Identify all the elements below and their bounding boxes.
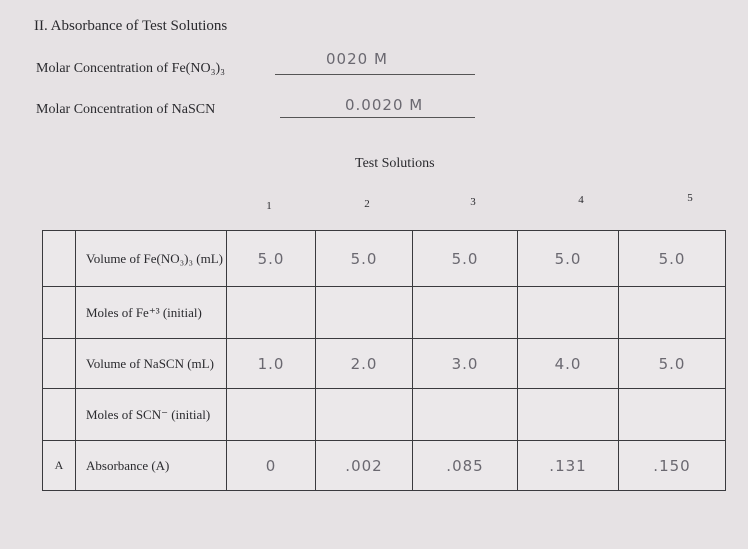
column-number: 2 bbox=[364, 198, 370, 210]
cell-value: .131 bbox=[517, 440, 619, 491]
cell-value: 5.0 bbox=[618, 230, 726, 287]
column-number: 1 bbox=[266, 200, 272, 212]
empty-cell bbox=[517, 286, 619, 339]
table-caption: Test Solutions bbox=[355, 156, 435, 171]
cell-value: 4.0 bbox=[517, 338, 619, 389]
empty-cell bbox=[226, 388, 316, 441]
empty-cell bbox=[517, 388, 619, 441]
field-label: Molar Concentration of NaSCN bbox=[36, 102, 216, 117]
cell-value: 5.0 bbox=[412, 230, 518, 287]
empty-cell bbox=[618, 388, 726, 441]
cell-value: 5.0 bbox=[315, 230, 413, 287]
table-row: Moles of SCN⁻ (initial) bbox=[42, 388, 726, 441]
field-line bbox=[280, 117, 475, 118]
row-label: Volume of Fe(NO₃)₃ (mL) bbox=[75, 230, 227, 287]
column-number: 3 bbox=[470, 196, 476, 208]
empty-cell bbox=[226, 286, 316, 339]
empty-cell bbox=[315, 388, 413, 441]
table-row: A Absorbance (A) 0.002.085.131.150 bbox=[42, 440, 726, 491]
empty-cell bbox=[315, 286, 413, 339]
column-number: 5 bbox=[687, 192, 693, 204]
table-row: Moles of Fe⁺³ (initial) bbox=[42, 286, 726, 339]
row-marker bbox=[42, 230, 76, 287]
cell-value: 2.0 bbox=[315, 338, 413, 389]
cell-value: 5.0 bbox=[517, 230, 619, 287]
cell-value: .002 bbox=[315, 440, 413, 491]
cell-value: .150 bbox=[618, 440, 726, 491]
cell-value: 5.0 bbox=[618, 338, 726, 389]
row-marker bbox=[42, 388, 76, 441]
field-line bbox=[275, 74, 475, 75]
row-marker bbox=[42, 286, 76, 339]
section-title: II. Absorbance of Test Solutions bbox=[34, 18, 228, 34]
row-label: Moles of SCN⁻ (initial) bbox=[75, 388, 227, 441]
cell-value: .085 bbox=[412, 440, 518, 491]
cell-value: 3.0 bbox=[412, 338, 518, 389]
data-table: Volume of Fe(NO₃)₃ (mL) 5.0 5.0 5.0 5.0 5.0 Mo… bbox=[42, 230, 726, 491]
table-row: Volume of Fe(NO₃)₃ (mL) 5.0 5.0 5.0 5.0 5.0 bbox=[42, 230, 726, 287]
empty-cell bbox=[412, 286, 518, 339]
column-number: 4 bbox=[578, 194, 584, 206]
cell-value: 5.0 bbox=[226, 230, 316, 287]
cell-value: 0 bbox=[226, 440, 316, 491]
cell-value: 1.0 bbox=[226, 338, 316, 389]
empty-cell bbox=[412, 388, 518, 441]
row-marker: A bbox=[42, 440, 76, 491]
row-label: Volume of NaSCN (mL) bbox=[75, 338, 227, 389]
row-label: Moles of Fe⁺³ (initial) bbox=[75, 286, 227, 339]
row-label: Absorbance (A) bbox=[75, 440, 227, 491]
empty-cell bbox=[618, 286, 726, 339]
field-label: Molar Concentration of Fe(NO₃)₃ bbox=[36, 61, 225, 76]
row-marker bbox=[42, 338, 76, 389]
field-value: 0.0020 M bbox=[345, 96, 424, 114]
table-row: Volume of NaSCN (mL) 1.0 2.0 3.0 4.0 5.0 bbox=[42, 338, 726, 389]
field-value: 0020 M bbox=[326, 50, 388, 68]
